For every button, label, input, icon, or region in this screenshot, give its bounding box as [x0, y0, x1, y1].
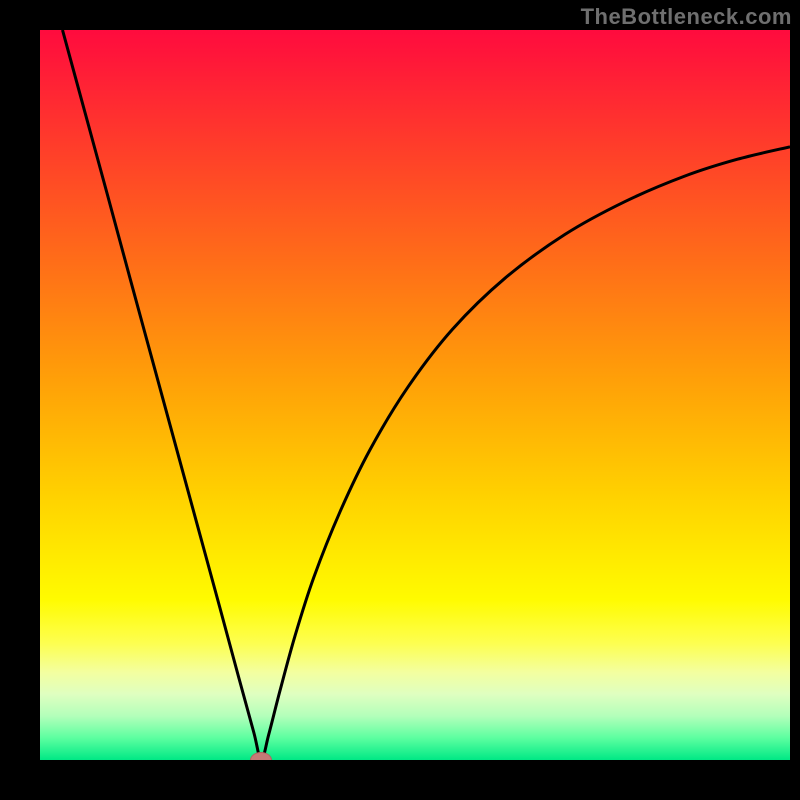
chart-frame: [0, 0, 800, 800]
watermark-text: TheBottleneck.com: [581, 4, 792, 30]
bottleneck-curve: [40, 30, 790, 760]
page-root: TheBottleneck.com: [0, 0, 800, 800]
bottleneck-curve-path: [63, 30, 791, 760]
plot-area: [40, 30, 790, 760]
